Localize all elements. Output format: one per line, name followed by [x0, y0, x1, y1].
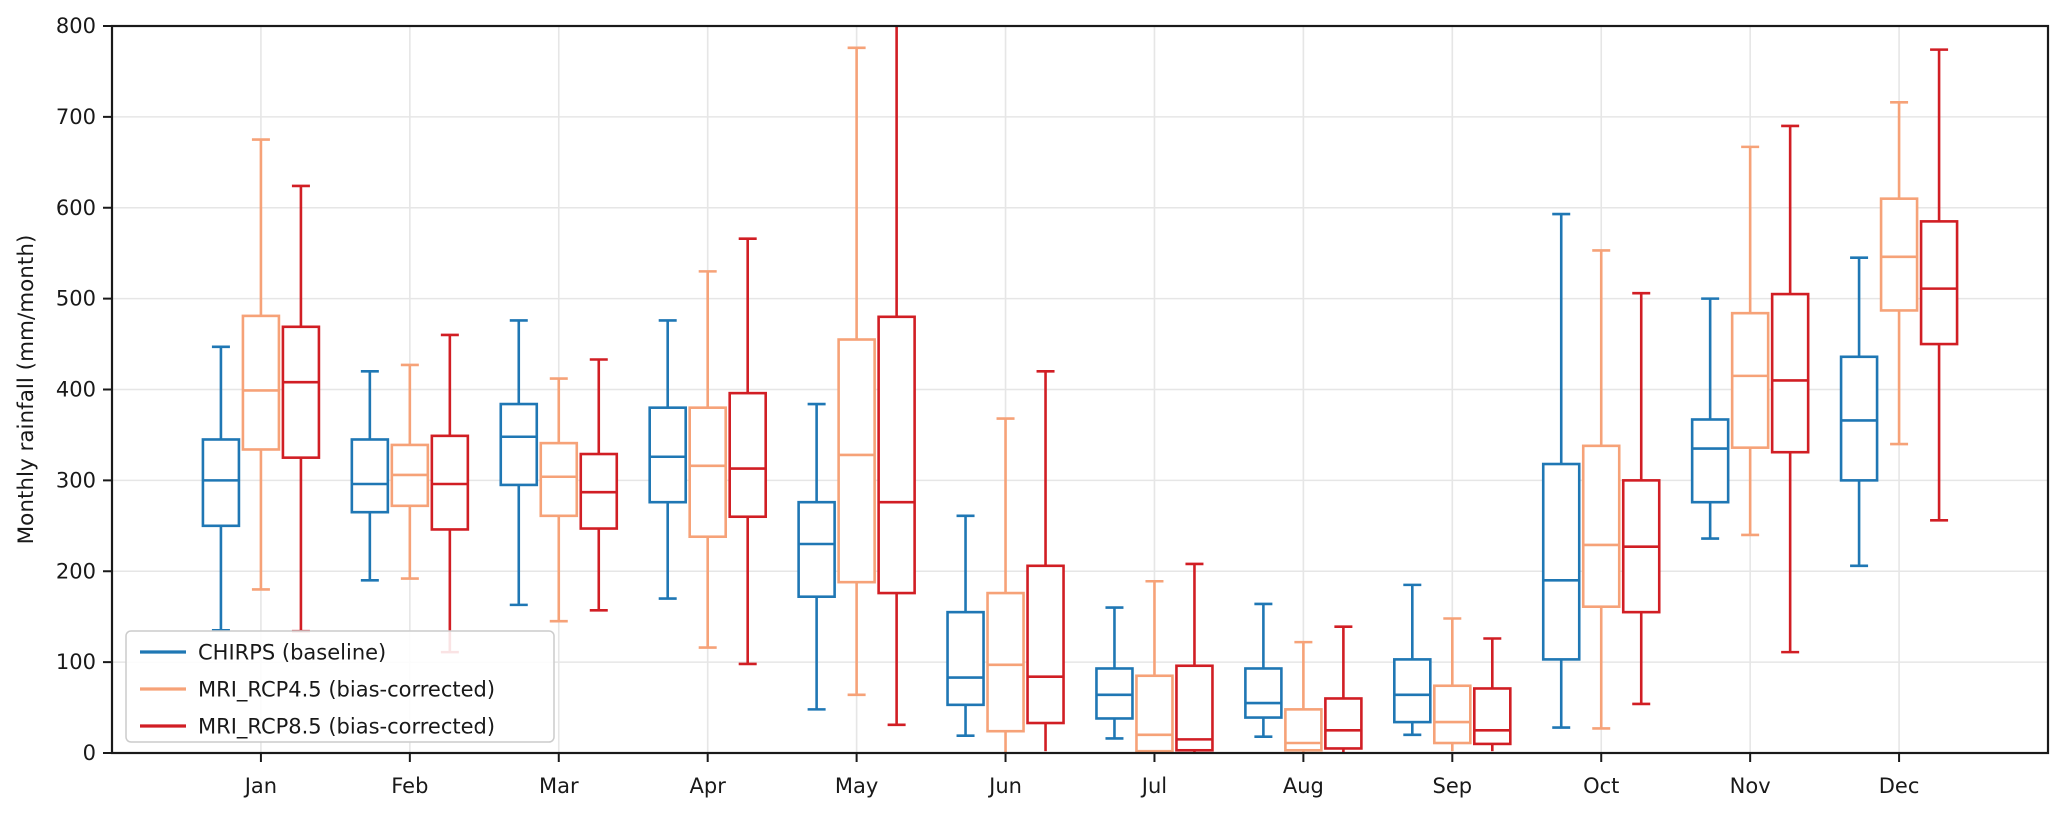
box-Jul-series1 — [1095, 606, 1134, 740]
box-Jun-series1 — [946, 514, 985, 738]
box-Oct-series1 — [1541, 212, 1581, 729]
iqr-box — [1393, 658, 1432, 724]
iqr-box — [1730, 311, 1770, 449]
iqr-box — [499, 402, 539, 487]
y-tick-label-600: 600 — [56, 196, 96, 220]
iqr-box — [797, 500, 836, 598]
box-Sep-series2 — [1433, 617, 1472, 752]
box-Feb-series1 — [350, 370, 390, 582]
box-May-series2 — [837, 46, 876, 697]
box-Sep-series3 — [1473, 637, 1512, 752]
box-Feb-series2 — [390, 363, 430, 580]
y-tick-label-200: 200 — [56, 559, 96, 583]
y-tick-label-100: 100 — [56, 650, 96, 674]
iqr-box — [946, 610, 985, 707]
x-tick-label-Jul: Jul — [1140, 774, 1167, 798]
iqr-box — [1839, 355, 1879, 482]
iqr-box — [1581, 444, 1621, 608]
box-May-series1 — [797, 402, 836, 711]
box-Aug-series2 — [1284, 640, 1323, 753]
box-Nov-series2 — [1730, 145, 1770, 537]
box-Aug-series3 — [1324, 625, 1363, 753]
box-Jan-series1 — [201, 345, 241, 632]
y-tick-label-0: 0 — [83, 741, 96, 765]
iqr-box — [1879, 197, 1919, 312]
box-Mar-series2 — [539, 377, 579, 623]
box-Apr-series3 — [728, 237, 767, 666]
iqr-box — [1244, 667, 1283, 719]
iqr-box — [1175, 664, 1214, 752]
box-Sep-series1 — [1393, 583, 1432, 737]
x-tick-label-Mar: Mar — [539, 774, 579, 798]
box-Mar-series1 — [499, 319, 539, 607]
y-axis-label: Monthly rainfall (mm/month) — [14, 235, 39, 545]
x-tick-label-Oct: Oct — [1583, 774, 1619, 798]
legend-label-3: MRI_RCP8.5 (bias-corrected) — [198, 715, 495, 740]
iqr-box — [728, 391, 767, 519]
box-May-series3 — [877, 26, 916, 727]
x-tick-label-Feb: Feb — [391, 774, 428, 798]
iqr-box — [877, 315, 916, 595]
y-tick-label-700: 700 — [56, 105, 96, 129]
y-tick-label-400: 400 — [56, 378, 96, 402]
iqr-box — [688, 406, 727, 539]
y-tick-label-800: 800 — [56, 14, 96, 38]
iqr-box — [539, 441, 579, 518]
iqr-box — [1095, 667, 1134, 720]
box-Nov-series3 — [1770, 124, 1810, 654]
box-Mar-series3 — [579, 358, 619, 612]
box-Jun-series2 — [986, 417, 1025, 753]
box-Apr-series2 — [688, 270, 727, 649]
x-tick-label-Apr: Apr — [690, 774, 727, 798]
x-tick-label-Sep: Sep — [1433, 774, 1473, 798]
x-tick-label-Jun: Jun — [987, 774, 1022, 798]
iqr-box — [281, 325, 321, 459]
iqr-box — [986, 591, 1025, 733]
iqr-box — [1541, 462, 1581, 661]
iqr-box — [430, 434, 470, 531]
iqr-box — [837, 338, 876, 584]
x-tick-label-Dec: Dec — [1879, 774, 1920, 798]
box-Nov-series1 — [1690, 297, 1730, 540]
legend-label-2: MRI_RCP4.5 (bias-corrected) — [198, 678, 495, 703]
x-tick-label-Nov: Nov — [1730, 774, 1771, 798]
box-Aug-series1 — [1244, 602, 1283, 738]
iqr-box — [1690, 418, 1730, 504]
y-tick-label-300: 300 — [56, 468, 96, 492]
box-Jan-series2 — [241, 138, 281, 591]
box-Oct-series2 — [1581, 249, 1621, 730]
iqr-box — [1433, 684, 1472, 745]
legend-box — [125, 630, 555, 743]
iqr-box — [241, 314, 281, 451]
box-Jun-series3 — [1026, 370, 1065, 752]
box-Dec-series3 — [1919, 48, 1959, 522]
iqr-box — [1026, 564, 1065, 725]
box-Oct-series3 — [1621, 291, 1661, 706]
box-Jul-series3 — [1175, 562, 1214, 753]
iqr-box — [1770, 292, 1810, 454]
iqr-box — [648, 406, 687, 504]
iqr-box — [1919, 220, 1959, 346]
x-tick-label-Jan: Jan — [243, 774, 277, 798]
iqr-box — [1324, 697, 1363, 750]
x-tick-label-May: May — [835, 774, 878, 798]
box-Dec-series1 — [1839, 256, 1879, 568]
iqr-box — [350, 438, 390, 514]
iqr-box — [1473, 687, 1512, 746]
legend-label-1: CHIRPS (baseline) — [198, 641, 386, 665]
x-tick-label-Aug: Aug — [1283, 774, 1324, 798]
box-Dec-series2 — [1879, 101, 1919, 446]
box-Apr-series1 — [648, 319, 687, 600]
iqr-box — [201, 438, 241, 528]
iqr-box — [1135, 674, 1174, 753]
y-tick-label-500: 500 — [56, 287, 96, 311]
box-Jul-series2 — [1135, 579, 1174, 753]
